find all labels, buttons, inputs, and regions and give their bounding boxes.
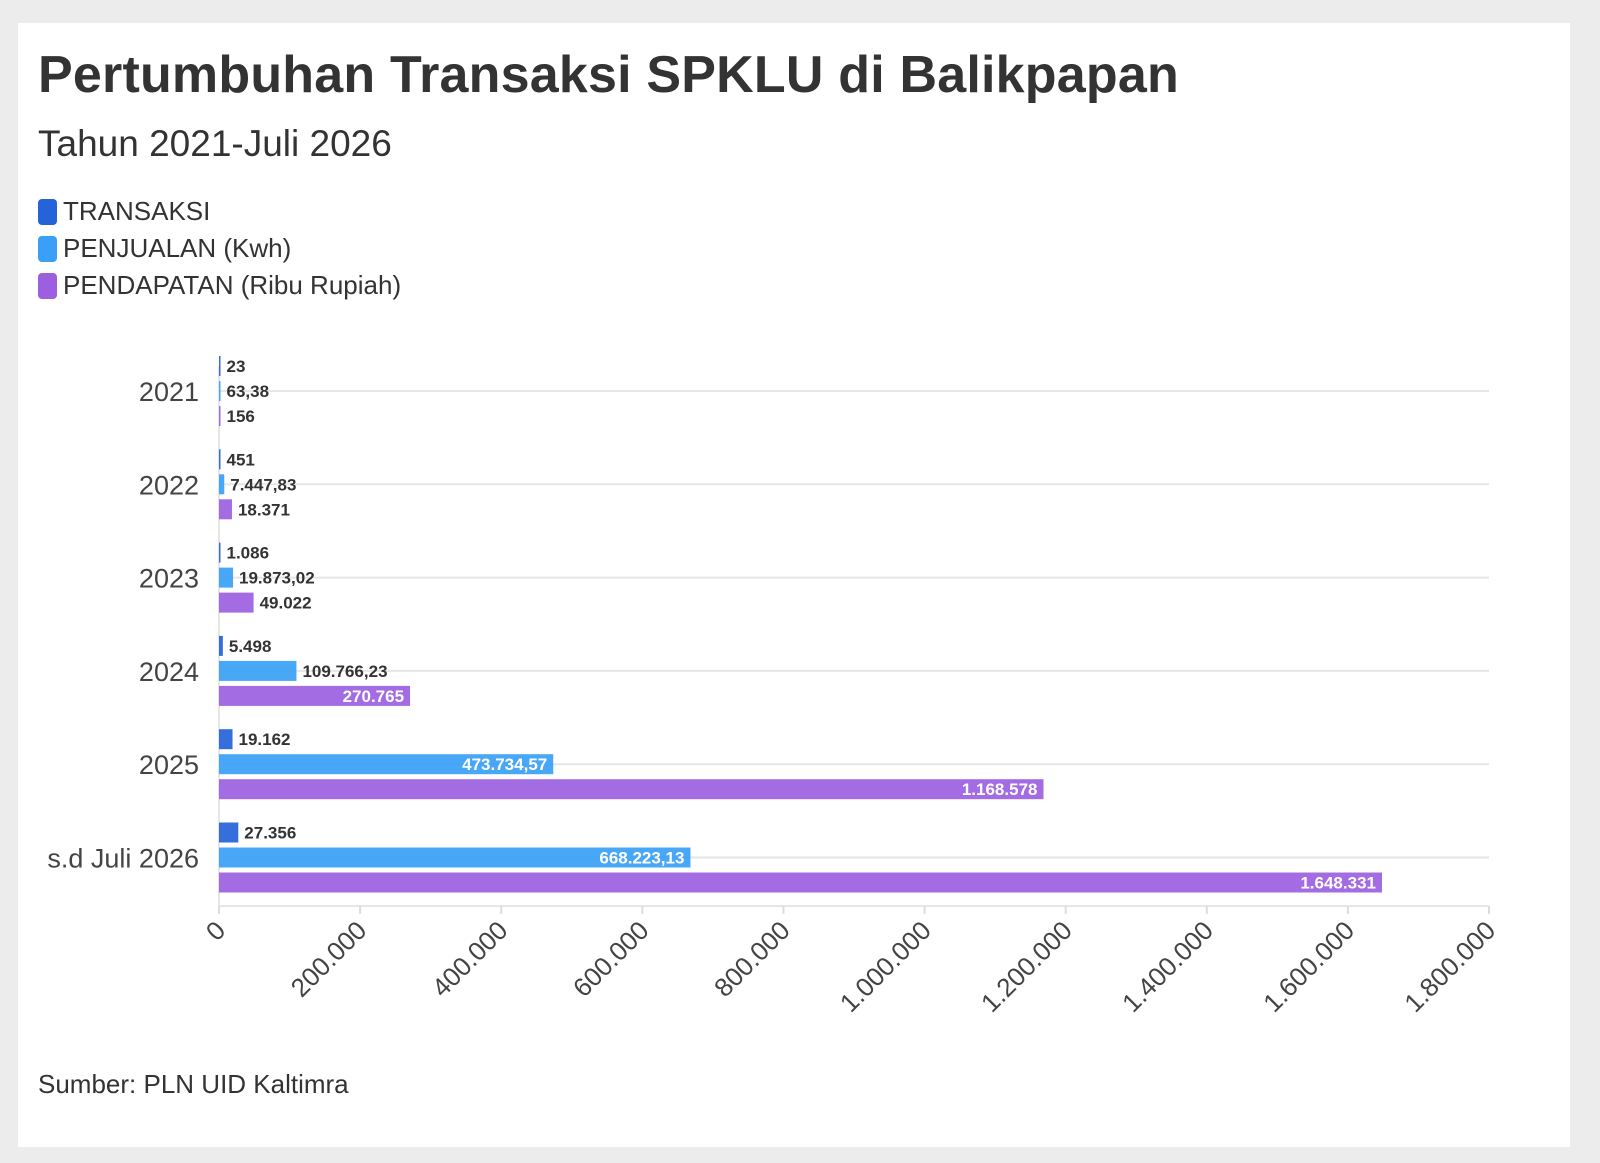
bar-penjualan	[219, 567, 234, 588]
x-tick-label: 1.400.000	[1116, 915, 1219, 1018]
legend-label-penjualan: PENJUALAN (Kwh)	[63, 233, 292, 263]
x-tick-label: 1.800.000	[1398, 915, 1501, 1018]
x-tick-label: 800.000	[708, 915, 796, 1003]
data-label: 270.765	[343, 687, 404, 706]
data-label: 27.356	[244, 824, 296, 843]
bar-pendapatan	[219, 779, 1044, 800]
y-tick-label: 2022	[139, 470, 199, 500]
data-label: 473.734,57	[462, 755, 547, 774]
bar-penjualan	[219, 660, 297, 681]
y-tick-label: 2021	[139, 377, 199, 407]
bar-chart: 2021 2022 2023 2024 2025 s.d Juli 2026 0 200.00…	[47, 356, 1501, 1018]
bar-transaksi	[219, 542, 221, 563]
legend-label-pendapatan: PENDAPATAN (Ribu Rupiah)	[63, 270, 402, 300]
legend-item-transaksi: TRANSAKSI	[38, 193, 401, 230]
data-label: 109.766,23	[302, 662, 387, 681]
bar-transaksi	[219, 356, 221, 376]
bar-pendapatan	[219, 499, 232, 520]
data-label: 156	[227, 407, 255, 426]
data-label: 7.447,83	[230, 475, 296, 494]
legend-item-penjualan: PENJUALAN (Kwh)	[38, 230, 401, 267]
data-label: 23	[227, 357, 246, 376]
chart-card: Pertumbuhan Transaksi SPKLU di Balikpapa…	[18, 23, 1570, 1147]
bar-penjualan	[219, 381, 221, 401]
x-tick-label: 1.200.000	[975, 915, 1078, 1018]
data-label: 49.022	[260, 594, 312, 613]
bar-penjualan	[219, 847, 691, 868]
data-label: 1.086	[227, 544, 270, 563]
bar-penjualan	[219, 754, 554, 775]
bar-pendapatan	[219, 872, 1382, 893]
x-tick-label: 1.600.000	[1257, 915, 1360, 1018]
y-tick-label: 2023	[139, 564, 199, 594]
data-label: 19.873,02	[239, 569, 315, 588]
bar-transaksi	[219, 449, 221, 470]
data-label: 451	[227, 450, 255, 469]
bar-pendapatan	[219, 406, 221, 426]
bar-transaksi	[219, 729, 233, 750]
data-label: 5.498	[229, 637, 272, 656]
data-label: 19.162	[239, 730, 291, 749]
legend-swatch-penjualan	[38, 235, 57, 262]
bar-pendapatan	[219, 592, 254, 613]
source-note: Sumber: PLN UID Kaltimra	[38, 1069, 349, 1099]
data-label: 63,38	[227, 382, 270, 401]
y-tick-label: s.d Juli 2026	[47, 844, 199, 874]
legend-swatch-transaksi	[38, 198, 57, 225]
legend-label-transaksi: TRANSAKSI	[63, 196, 211, 226]
chart-subtitle: Tahun 2021-Juli 2026	[38, 123, 392, 164]
x-tick-label: 400.000	[426, 915, 514, 1003]
legend-item-pendapatan: PENDAPATAN (Ribu Rupiah)	[38, 267, 401, 304]
bar-pendapatan	[219, 685, 411, 706]
data-label: 1.168.578	[962, 780, 1038, 799]
x-tick-label: 0	[200, 915, 231, 946]
bar-penjualan	[219, 474, 225, 495]
data-label: 1.648.331	[1300, 874, 1376, 893]
y-tick-label: 2024	[139, 657, 199, 687]
chart-title: Pertumbuhan Transaksi SPKLU di Balikpapa…	[38, 46, 1179, 104]
legend-swatch-pendapatan	[38, 272, 57, 299]
legend: TRANSAKSI PENJUALAN (Kwh) PENDAPATAN (Ri…	[38, 193, 401, 304]
data-label: 668.223,13	[599, 849, 684, 868]
bar-transaksi	[219, 635, 223, 656]
x-tick-label: 1.000.000	[834, 915, 937, 1018]
x-tick-label: 200.000	[285, 915, 373, 1003]
data-label: 18.371	[238, 500, 290, 519]
x-tick-label: 600.000	[567, 915, 655, 1003]
bar-transaksi	[219, 822, 239, 843]
y-tick-label: 2025	[139, 750, 199, 780]
